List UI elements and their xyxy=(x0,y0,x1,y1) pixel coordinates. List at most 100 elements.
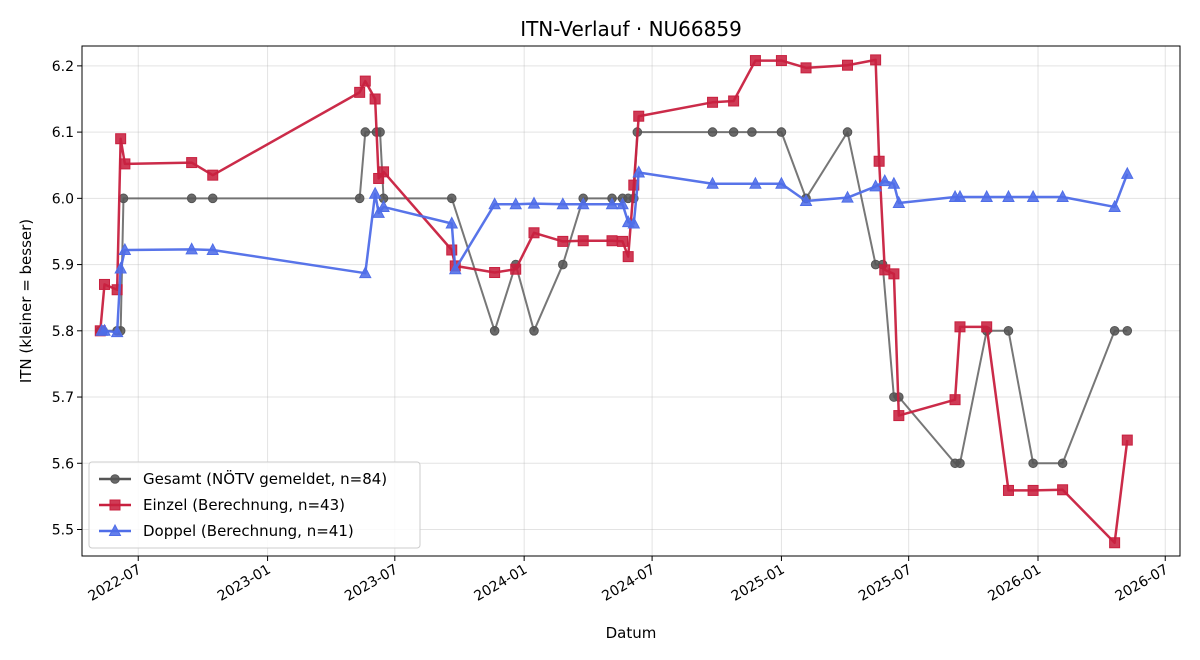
data-point xyxy=(186,193,197,204)
data-point xyxy=(556,197,570,210)
data-point xyxy=(775,55,787,67)
legend-label: Gesamt (NÖTV gemeldet, n=84) xyxy=(143,469,387,488)
data-point xyxy=(1109,537,1121,549)
x-tick-label: 2026-01 xyxy=(985,562,1044,605)
series-group xyxy=(94,54,1134,549)
data-point xyxy=(111,284,123,296)
data-point xyxy=(617,235,629,247)
data-point xyxy=(1121,434,1133,446)
data-point xyxy=(628,179,640,191)
data-point xyxy=(706,176,719,189)
y-tick-label: 6.2 xyxy=(52,59,74,75)
data-point xyxy=(869,179,882,192)
data-point xyxy=(358,266,372,279)
data-point xyxy=(119,158,131,170)
data-point xyxy=(887,176,901,189)
data-point xyxy=(528,227,540,239)
legend: Gesamt (NÖTV gemeldet, n=84) Einzel (Bere… xyxy=(88,461,421,549)
data-point xyxy=(510,263,522,275)
data-point xyxy=(800,62,812,74)
legend-label: Doppel (Berechnung, n=41) xyxy=(143,522,354,540)
data-point xyxy=(606,235,618,247)
data-point xyxy=(354,193,365,204)
data-point xyxy=(98,323,111,336)
data-point xyxy=(980,189,994,203)
data-point xyxy=(873,155,885,167)
data-point xyxy=(114,261,127,274)
data-point xyxy=(446,244,458,256)
data-point xyxy=(448,262,462,275)
y-tick-label: 5.7 xyxy=(52,390,74,406)
data-point xyxy=(888,268,900,280)
data-point xyxy=(605,197,619,210)
x-tick-label: 2023-01 xyxy=(215,562,274,605)
data-point xyxy=(1026,189,1040,203)
legend-box xyxy=(88,461,421,549)
data-point xyxy=(206,242,220,255)
x-tick-label: 2024-01 xyxy=(471,562,530,605)
data-point xyxy=(377,199,390,212)
data-point xyxy=(893,410,905,422)
data-point xyxy=(707,127,718,137)
data-point xyxy=(557,235,569,247)
data-point xyxy=(633,110,645,122)
data-point xyxy=(360,127,371,137)
x-tick-label: 2024-07 xyxy=(599,562,658,605)
data-point xyxy=(1057,484,1069,496)
data-point xyxy=(1109,326,1120,336)
y-axis-ticks: 5.5 5.6 5.7 5.8 5.9 6.0 6.1 6.2 xyxy=(52,59,82,539)
plot-area-frame xyxy=(81,45,1181,557)
data-point xyxy=(841,190,854,203)
data-point xyxy=(509,197,523,210)
data-point xyxy=(955,458,965,469)
y-tick-label: 5.8 xyxy=(52,324,74,340)
data-point xyxy=(728,127,739,137)
series-line-gesamt xyxy=(100,131,1128,465)
data-point xyxy=(1057,458,1068,469)
data-point xyxy=(627,216,641,229)
data-point xyxy=(842,127,853,137)
data-point xyxy=(185,242,198,255)
legend-marker xyxy=(110,474,120,484)
data-point xyxy=(529,326,539,336)
y-tick-label: 6.0 xyxy=(52,191,74,207)
data-point xyxy=(372,205,385,218)
data-point xyxy=(892,195,906,208)
data-point xyxy=(949,394,961,406)
y-axis-label: ITN (kleiner = besser) xyxy=(17,219,35,383)
x-axis-label: Datum xyxy=(606,624,657,642)
x-axis-ticks: 2022-07 2023-01 2023-07 2024-01 2024-07 2025-… xyxy=(86,556,1172,605)
data-point xyxy=(186,157,198,169)
data-point xyxy=(878,174,892,187)
data-point xyxy=(747,127,757,137)
data-point xyxy=(207,193,218,204)
x-tick-label: 2022-07 xyxy=(86,562,145,605)
data-point xyxy=(98,278,110,290)
data-point xyxy=(1002,189,1015,203)
data-point xyxy=(728,95,740,107)
series-gesamt xyxy=(95,127,1133,469)
y-tick-label: 5.5 xyxy=(52,523,74,539)
data-point xyxy=(622,251,634,263)
data-point xyxy=(775,176,788,189)
data-point xyxy=(953,189,967,203)
data-point xyxy=(749,176,762,189)
data-point xyxy=(776,127,787,137)
x-tick-label: 2026-07 xyxy=(1113,562,1172,605)
data-point xyxy=(118,242,132,255)
data-point xyxy=(576,197,590,210)
x-tick-label: 2025-07 xyxy=(856,562,915,605)
data-point xyxy=(446,193,457,204)
data-point xyxy=(489,326,500,336)
data-point xyxy=(354,86,366,98)
x-tick-label: 2023-07 xyxy=(342,562,401,605)
data-point xyxy=(527,196,541,209)
data-point xyxy=(1056,189,1069,203)
data-point xyxy=(115,133,127,145)
legend-label: Einzel (Berechnung, n=43) xyxy=(143,496,345,514)
data-point xyxy=(1122,326,1133,336)
y-tick-label: 5.6 xyxy=(52,456,74,472)
data-point xyxy=(616,197,629,210)
data-point xyxy=(632,165,646,178)
data-point xyxy=(445,216,459,229)
